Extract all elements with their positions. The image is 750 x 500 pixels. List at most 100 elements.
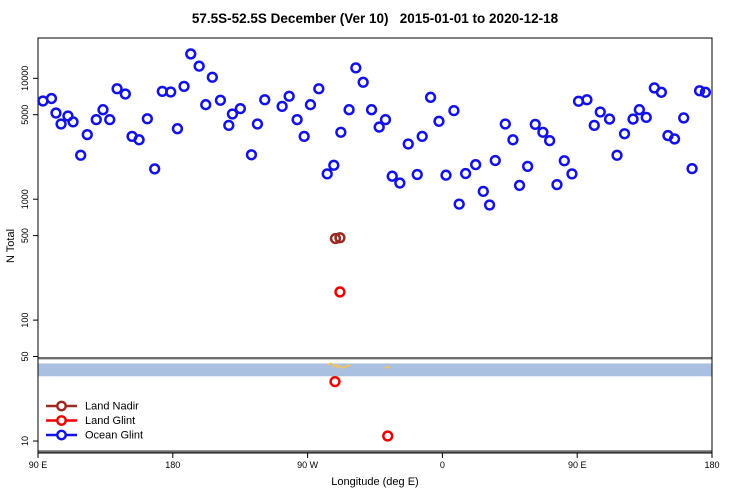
ocean-glint-point [483,199,496,211]
ocean-glint-point [178,80,190,92]
y-tick-label: 10 [20,436,30,446]
ocean-glint-point [529,118,541,131]
ocean-glint-point [321,168,333,180]
y-tick-label: 50 [20,352,30,362]
flagged-mark [331,363,338,368]
ocean-glint-point [633,104,646,116]
ocean-glint-point [693,85,706,97]
y-tick-label: 10000 [20,66,30,91]
ocean-glint-point [45,92,58,105]
x-tick-label: 90 E [568,460,587,470]
ocean-glint-point [206,71,218,83]
ocean-glint-point [193,60,205,72]
ocean-glint-point [394,177,406,189]
legend-marker-ocean-glint [56,429,67,441]
ocean-glint-point [223,119,235,132]
ocean-glint-point [141,113,153,125]
ocean-glint-point [259,94,271,106]
ocean-glint-point [111,83,123,95]
ocean-glint-point [640,111,652,124]
ocean-glint-point [90,113,102,126]
ocean-glint-point [373,121,385,133]
y-tick-label: 1000 [20,189,30,209]
legend-label-land-glint: Land Glint [85,415,135,427]
legend-label-ocean-glint: Ocean Glint [85,430,143,442]
x-tick-label: 90 E [29,460,48,470]
ocean-glint-point [81,128,93,141]
ocean-glint-point [119,88,131,100]
ocean-glint-point [440,169,452,181]
ocean-glint-point [424,91,437,103]
legend-marker-land-nadir [56,400,67,412]
land-glint-point [334,286,346,298]
ocean-glint-point [55,118,67,130]
plot-border [37,37,713,454]
ocean-glint-point [365,104,378,116]
y-tick-label: 500 [20,228,30,243]
ocean-glint-point [513,179,526,192]
ocean-glint-point [298,130,310,143]
ocean-glint-point [627,113,639,125]
ocean-glint-point [453,198,465,210]
highlight-band [38,363,712,377]
ocean-glint-point [448,105,460,117]
x-axis-label: Longitude (deg E) [331,476,419,488]
ocean-glint-point [470,159,482,171]
y-tick-label: 5000 [20,105,30,125]
flagged-mark [335,364,342,369]
ocean-glint-point [357,76,369,88]
land-glint-point [382,430,394,442]
ocean-glint-point [104,113,116,126]
ocean-glint-point [276,100,288,113]
legend-marker-land-glint [56,415,67,426]
ocean-glint-point [251,118,264,130]
ocean-glint-point [50,107,62,119]
ocean-glint-point [459,167,472,180]
ocean-glint-point [558,155,570,167]
ocean-glint-point [402,138,414,150]
ocean-glint-point [521,160,534,172]
ocean-glint-point [200,99,212,111]
ocean-glint-point [489,154,501,167]
ocean-glint-point [477,185,489,198]
ocean-glint-point [594,106,606,118]
ocean-glint-point [149,163,161,175]
ocean-glint-point [226,108,239,120]
land-glint-point [329,375,341,388]
flagged-mark [327,362,333,366]
ocean-glint-point [283,90,295,102]
ocean-glint-point [133,134,145,146]
ocean-glint-point [686,162,698,175]
ocean-glint-point [335,126,347,138]
flagged-mark [340,365,347,370]
ocean-glint-point [75,149,87,161]
ocean-glint-point [611,149,623,161]
ocean-glint-point [678,112,690,124]
x-tick-label: 180 [165,460,180,470]
x-tick-label: 180 [704,460,719,470]
flagged-mark [384,365,390,369]
y-tick-label: 100 [20,313,30,328]
x-tick-label: 0 [440,460,445,470]
ocean-glint-point [581,94,593,106]
ocean-glint-point [411,168,423,181]
ocean-glint-point [386,170,398,182]
ocean-glint-point [328,159,340,171]
ocean-glint-point [416,130,428,143]
ocean-glint-point [343,104,355,116]
ocean-glint-point [165,86,177,98]
ocean-glint-point [313,83,325,95]
ocean-glint-point [551,178,563,191]
ocean-glint-point [668,133,681,145]
ocean-glint-point [214,94,227,106]
ocean-glint-point [543,135,556,147]
ocean-glint-point [588,119,600,132]
legend-label-land-nadir: Land Nadir [85,401,139,413]
ocean-glint-point [245,149,258,161]
x-tick-label: 90 W [297,460,319,470]
ocean-glint-point [171,123,184,135]
ocean-glint-point [537,126,549,138]
ocean-glint-point [566,168,578,180]
